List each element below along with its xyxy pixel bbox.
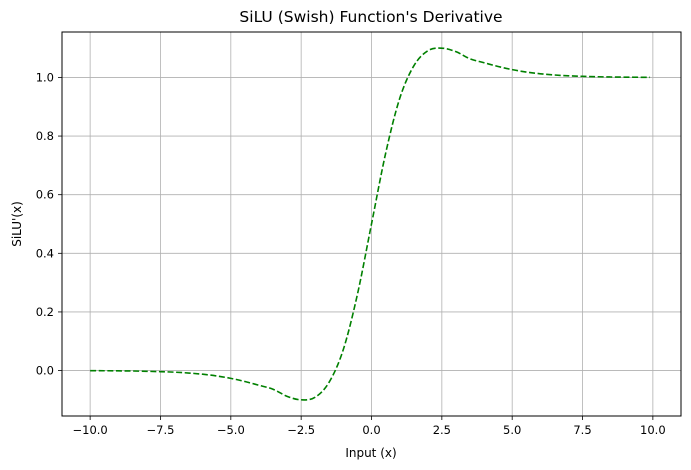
x-tick-label: −2.5 <box>287 423 315 437</box>
chart-title: SiLU (Swish) Function's Derivative <box>239 8 502 26</box>
y-tick-label: 0.8 <box>36 129 54 143</box>
x-tick-label: 7.5 <box>573 423 591 437</box>
y-tick-label: 0.6 <box>36 188 54 202</box>
x-tick-label: −5.0 <box>217 423 245 437</box>
grid-lines <box>62 32 681 416</box>
x-tick-label: 2.5 <box>433 423 451 437</box>
x-axis-label: Input (x) <box>345 446 396 460</box>
y-tick-label: 0.0 <box>36 364 54 378</box>
y-axis-label: SiLU'(x) <box>10 201 24 247</box>
x-axis-ticks: −10.0 −7.5 −5.0 −2.5 0.0 2.5 5.0 7.5 10.0 <box>73 416 666 437</box>
x-tick-label: −10.0 <box>73 423 108 437</box>
x-tick-label: −7.5 <box>147 423 175 437</box>
x-tick-label: 5.0 <box>503 423 521 437</box>
y-tick-label: 1.0 <box>36 70 54 84</box>
series-line <box>90 47 651 401</box>
series-points <box>90 48 650 400</box>
y-tick-label: 0.2 <box>36 305 54 319</box>
x-tick-label: 0.0 <box>362 423 380 437</box>
x-tick-label: 10.0 <box>640 423 666 437</box>
y-axis-ticks: 0.0 0.2 0.4 0.6 0.8 1.0 <box>36 70 62 378</box>
y-tick-label: 0.4 <box>36 246 54 260</box>
data-series <box>90 47 651 401</box>
